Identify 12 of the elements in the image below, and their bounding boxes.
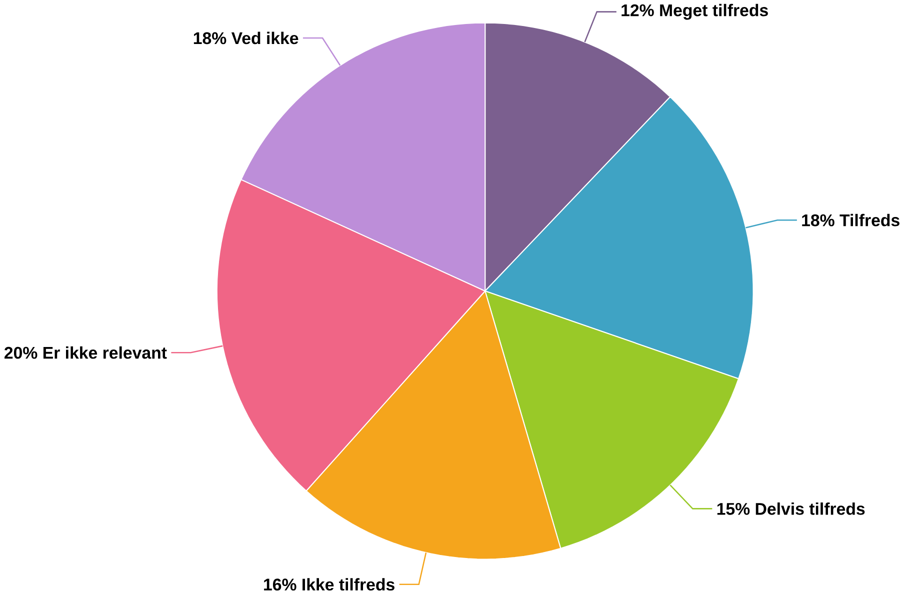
data-label: 20% [4,346,38,359]
slice-label: Tilfreds [840,214,900,226]
slice-label: Meget tilfreds [660,4,768,20]
data-label: 16% [264,578,296,590]
slice-label: Ved ikke [231,32,298,44]
data-label: 12% [622,4,654,16]
data-label: 18% [802,214,834,226]
slice-label: Ikke tilfreds [302,578,394,590]
slice-label: Er ikke relevant [43,346,167,359]
data-label: 18% [194,32,226,44]
data-label: 15% [717,502,750,515]
slice-label: Delvis tilfreds [756,502,865,515]
